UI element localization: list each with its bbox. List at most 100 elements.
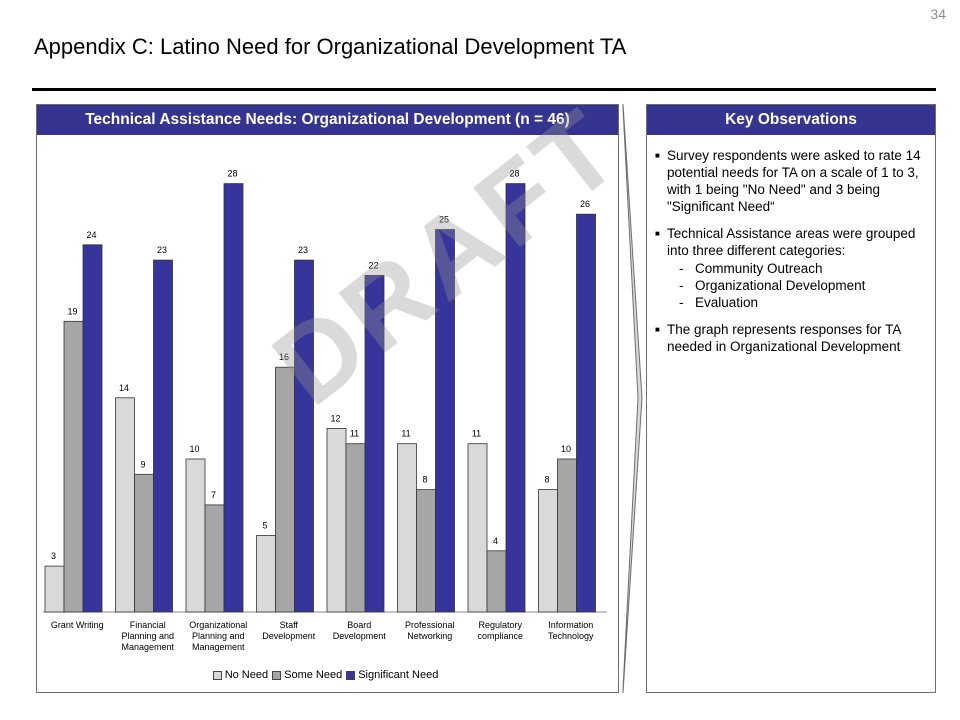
bar-value-label: 10 [189,444,199,454]
chart-panel: Technical Assistance Needs: Organization… [36,104,619,693]
observations-list: ■ Survey respondents were asked to rate … [647,135,935,365]
legend-swatch [346,670,356,680]
category-label: Information [548,620,593,630]
category-label: Regulatory [478,620,522,630]
bar-value-label: 24 [86,230,96,240]
category-label: Networking [407,631,452,641]
category-label: Planning and [192,631,245,641]
bar-value-label: 11 [401,429,410,439]
observations-panel: Key Observations ■ Survey respondents we… [646,104,936,693]
bullet-icon: ■ [655,229,660,238]
bar-value-label: 16 [279,352,289,362]
observation-text: The graph represents responses for TA ne… [667,322,901,354]
category-item: - Community Outreach [679,261,823,276]
bar-significant-need [294,259,314,613]
bar-no-need [397,443,417,613]
category-label: Management [121,642,174,652]
bar-some-need [63,320,84,613]
bar-significant-need [576,213,596,613]
legend-item: Significant Need [346,669,442,681]
bar-no-need [185,458,206,613]
bar-value-label: 14 [119,383,129,393]
bar-no-need [326,427,347,613]
observation-item: ■ Technical Assistance areas were groupe… [655,225,925,311]
legend-swatch [212,670,222,680]
observation-text: Technical Assistance areas were grouped … [667,226,916,258]
category-label: Grant Writing [51,620,104,630]
bar-value-label: 11 [472,429,481,439]
legend-label: No Need [224,669,269,681]
bar-value-label: 10 [561,444,571,454]
observation-item: ■ Survey respondents were asked to rate … [655,147,925,215]
bullet-icon: ■ [655,151,660,160]
bar-no-need [467,443,488,613]
category-list: - Community Outreach - Organizational Deve… [667,260,925,311]
bar-no-need [115,397,135,613]
chevron-arrow-icon [622,104,643,693]
category-label: Professional [405,620,455,630]
category-label: Staff [280,620,299,630]
category-item: - Evaluation [679,295,759,310]
bar-value-label: 23 [298,245,308,255]
bar-some-need [557,458,577,613]
category-label: Financial [130,620,166,630]
page-number: 34 [930,6,946,22]
legend-swatch [272,670,282,680]
bullet-icon: ■ [655,325,660,334]
legend-label: Significant Need [358,669,439,681]
bar-value-label: 8 [544,475,549,485]
category-label: Evaluation [695,295,759,310]
category-label: Development [333,631,387,641]
category-label: Organizational Development [695,278,866,293]
bar-value-label: 9 [140,459,145,469]
category-label: Organizational [189,620,247,630]
category-label: Planning and [121,631,174,641]
bar-significant-need [435,229,455,613]
legend-item: Some Need [272,669,346,681]
category-label: compliance [477,631,523,641]
bar-value-label: 28 [227,169,237,179]
observations-panel-header: Key Observations [647,105,935,135]
title-divider [32,88,936,91]
legend-item: No Need [212,669,272,681]
legend-label: Some Need [284,669,343,681]
category-label: Community Outreach [695,261,823,276]
bar-significant-need [82,244,103,613]
observation-item: ■ The graph represents responses for TA … [655,321,925,355]
bar-value-label: 23 [157,245,167,255]
bar-no-need [256,535,276,613]
bar-value-label: 25 [439,215,449,225]
bar-some-need [134,473,154,613]
bar-no-need [44,565,65,613]
bar-value-label: 8 [422,475,427,485]
bar-some-need [204,504,225,613]
category-label: Board [347,620,371,630]
bar-no-need [538,489,558,613]
bar-value-label: 19 [67,306,77,316]
bar-significant-need [223,183,244,613]
page-title: Appendix C: Latino Need for Organization… [34,34,627,59]
bar-some-need [416,489,436,613]
bar-value-label: 5 [262,521,267,531]
bar-significant-need [364,274,385,613]
bar-significant-need [505,183,526,613]
bar-value-label: 26 [580,199,590,209]
category-label: Technology [548,631,594,641]
bar-value-label: 28 [509,169,519,179]
chart-legend: No Need Some Need Significant Need [37,669,618,681]
bar-some-need [275,366,295,613]
observation-text: Survey respondents were asked to rate 14… [667,148,921,214]
bar-value-label: 11 [350,429,359,439]
category-label: Development [262,631,316,641]
bar-some-need [345,443,366,613]
category-item: - Organizational Development [679,278,866,293]
bar-value-label: 7 [211,490,216,500]
bar-some-need [486,550,507,613]
bar-value-label: 3 [51,551,56,561]
bar-value-label: 4 [493,536,498,546]
category-label: Management [192,642,245,652]
bar-significant-need [153,259,173,613]
bar-value-label: 12 [330,413,340,423]
chart-panel-header: Technical Assistance Needs: Organization… [37,105,618,135]
